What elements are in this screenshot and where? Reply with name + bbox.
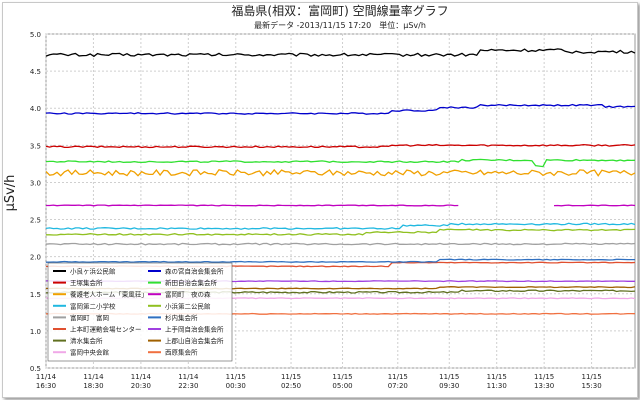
series-line <box>45 103 636 115</box>
y-tick-label: 2.0 <box>30 254 41 262</box>
x-tick-date: 11/14 <box>178 373 199 381</box>
legend-label: 清水集会所 <box>70 336 103 345</box>
series-line <box>46 258 635 263</box>
y-tick-label: 1.0 <box>30 328 41 336</box>
chart-title: 福島県(相双：富岡町) 空間線量率グラフ <box>231 3 448 18</box>
x-tick-date: 11/15 <box>534 373 554 381</box>
x-tick-date: 11/15 <box>281 373 301 381</box>
legend-label: 養護老人ホーム「東風荘」 <box>70 290 148 299</box>
y-tick-label: 3.0 <box>30 179 41 187</box>
legend-label: 小良ヶ浜公民館 <box>70 267 116 276</box>
x-tick-date: 11/14 <box>131 373 152 381</box>
y-tick-label: 4.0 <box>30 105 41 113</box>
legend-label: 杉内集会所 <box>165 313 198 322</box>
x-tick-date: 11/14 <box>83 373 104 381</box>
legend-box <box>47 262 233 362</box>
x-tick-time: 22:30 <box>178 382 198 390</box>
x-tick-date: 11/15 <box>332 373 352 381</box>
series-line <box>45 242 636 246</box>
x-tick-time: 16:30 <box>36 382 56 390</box>
x-tick-time: 07:20 <box>388 382 408 390</box>
y-axis-label: μSv/h <box>3 175 18 212</box>
y-tick-label: 0.5 <box>30 365 41 373</box>
y-tick-label: 3.5 <box>30 142 41 150</box>
legend-label: 新田自治会集会所 <box>165 278 218 287</box>
x-tick-time: 09:30 <box>439 382 459 390</box>
x-tick-date: 11/15 <box>581 373 601 381</box>
legend-label: 富岡第二小学校 <box>70 301 116 310</box>
x-tick-date: 11/15 <box>487 373 507 381</box>
x-tick-time: 00:30 <box>226 382 246 390</box>
legend-label: 富岡町 富岡 <box>70 313 109 322</box>
x-tick-time: 05:00 <box>332 382 352 390</box>
legend-label: 上郡山自治会集会所 <box>165 336 224 345</box>
y-tick-label: 2.5 <box>30 217 41 225</box>
x-tick-time: 20:30 <box>131 382 151 390</box>
x-tick-date: 11/14 <box>36 373 57 381</box>
x-tick-time: 13:30 <box>534 382 554 390</box>
legend-label: 森の宮自治会集会所 <box>165 267 224 276</box>
series-line <box>45 143 636 149</box>
series-line <box>46 228 636 236</box>
legend-label: 西原集会所 <box>165 348 198 357</box>
series-line <box>46 204 636 207</box>
y-tick-label: 1.5 <box>30 291 41 299</box>
y-tick-label: 4.5 <box>30 68 41 76</box>
y-tick-label: 5.0 <box>30 31 41 39</box>
x-tick-date: 11/15 <box>388 373 408 381</box>
series-line <box>45 168 636 177</box>
legend-label: 富岡町 夜の森 <box>165 290 211 299</box>
chart-subtitle: 最新データ -2013/11/15 17:20 単位：μSv/h <box>254 20 426 30</box>
legend-label: 小浜第二公民館 <box>165 301 211 310</box>
x-tick-time: 15:30 <box>581 382 601 390</box>
x-tick-time: 11:30 <box>487 382 507 390</box>
x-tick-date: 11/15 <box>226 373 246 381</box>
x-tick-time: 02:50 <box>281 382 301 390</box>
legend-label: 上手岡自治会集会所 <box>165 325 224 334</box>
legend-label: 上本町運動会場センター <box>70 325 142 334</box>
legend-label: 富岡中央会館 <box>70 348 110 357</box>
legend-label: 王塚集会所 <box>70 278 103 287</box>
series-line <box>45 48 636 58</box>
series-line <box>45 222 636 230</box>
x-tick-time: 18:30 <box>83 382 103 390</box>
x-tick-date: 11/15 <box>439 373 459 381</box>
series-line <box>45 158 636 168</box>
